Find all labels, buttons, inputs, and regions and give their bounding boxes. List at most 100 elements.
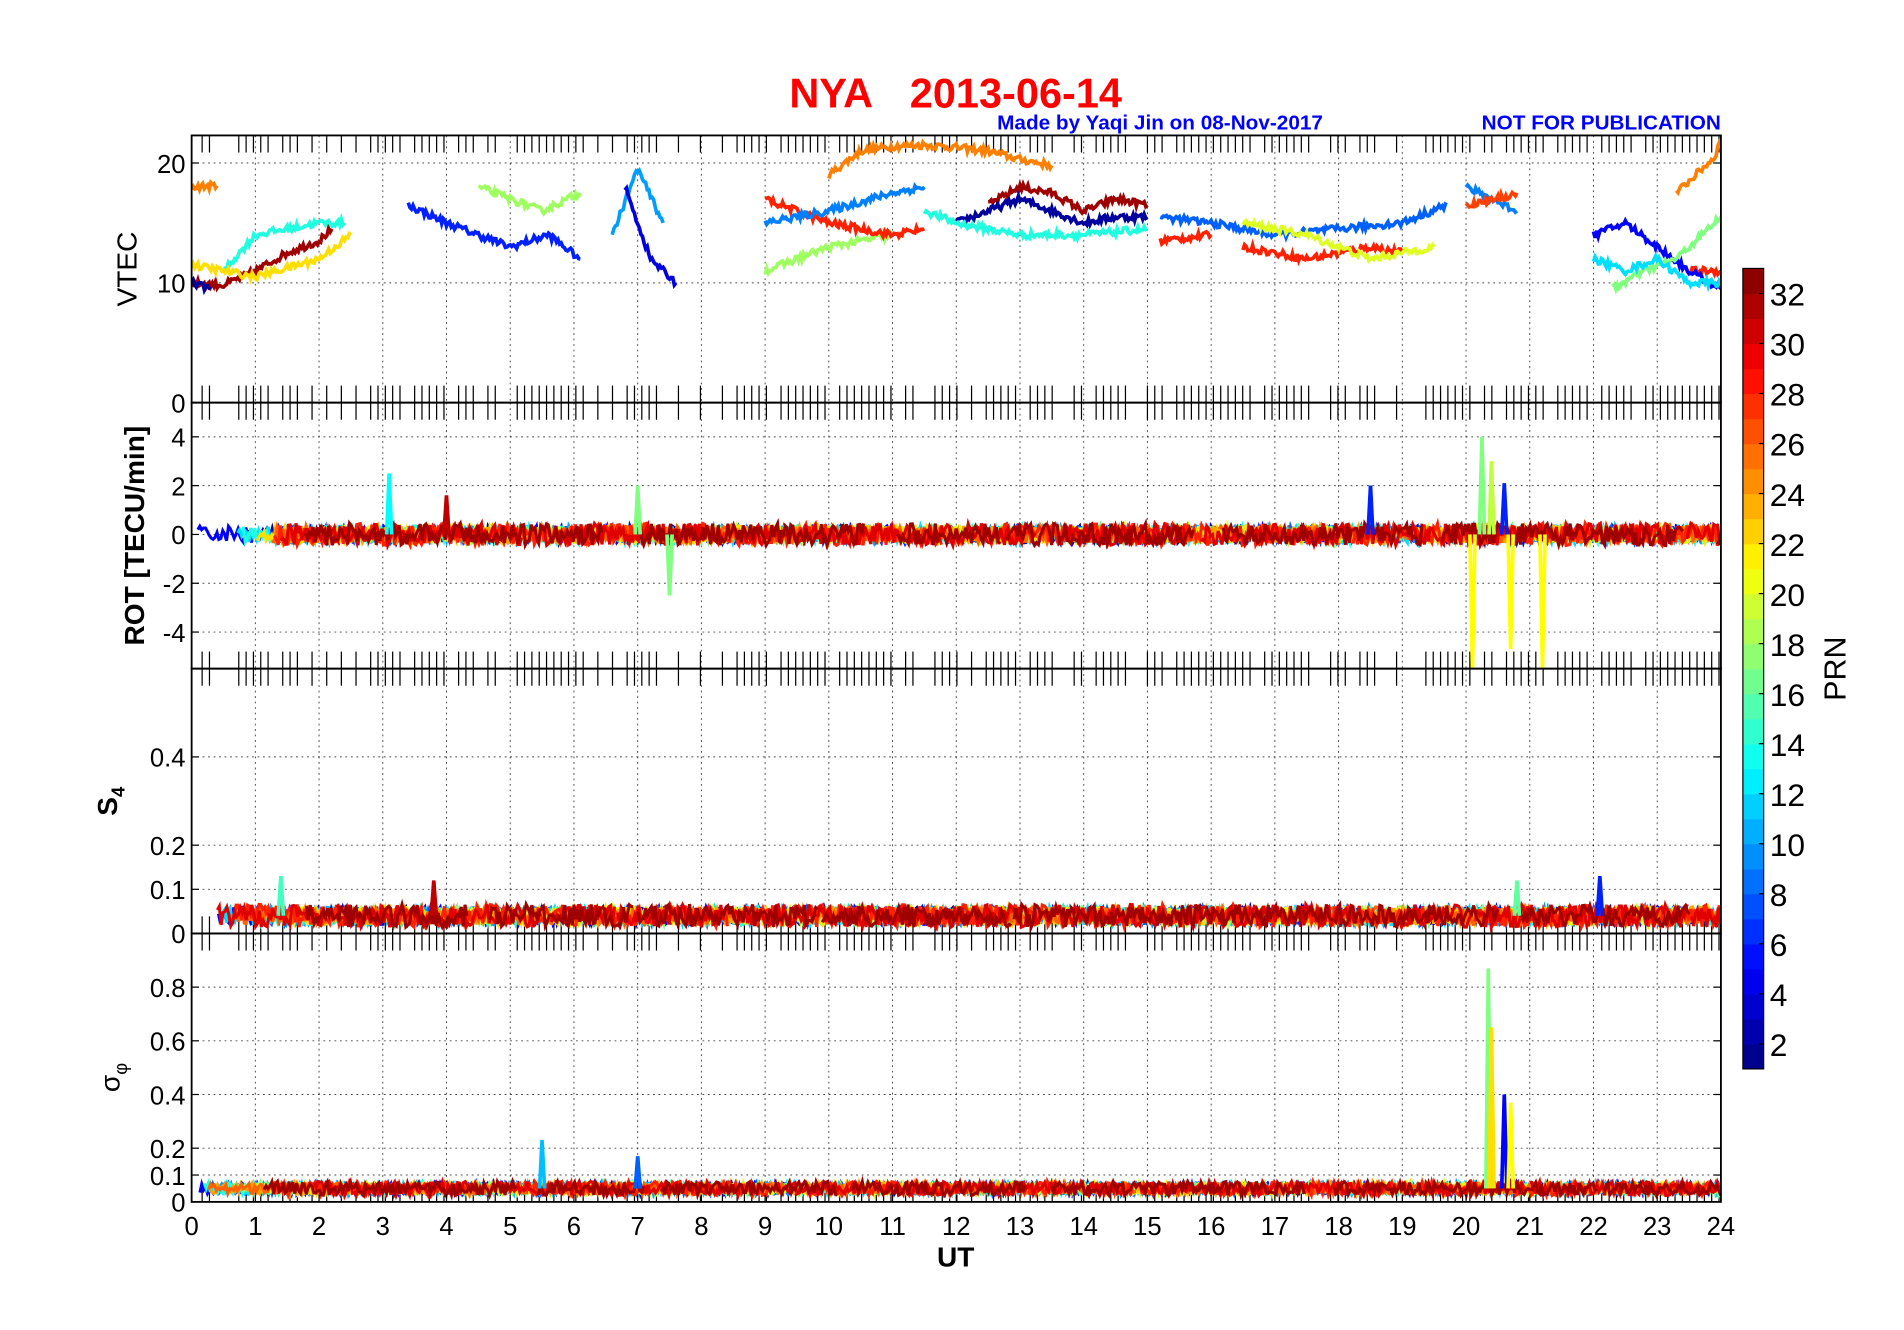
vtec-track-prn-25 xyxy=(827,138,1054,180)
y-tick-label: 0 xyxy=(171,921,185,949)
colorbar-tick-label: 32 xyxy=(1770,277,1805,313)
credit-text: Made by Yaqi Jin on 08-Nov-2017 xyxy=(997,111,1323,134)
s4-series-prn-30 xyxy=(1183,900,1365,933)
rot-series-prn-32 xyxy=(1221,519,1424,549)
rot-series-prn-32 xyxy=(638,517,866,551)
colorbar-tick-label: 4 xyxy=(1770,977,1788,1013)
colorbar-tick-label: 18 xyxy=(1770,627,1805,663)
colorbar-label: PRN xyxy=(1818,636,1852,700)
rot-series-prn-32 xyxy=(1005,518,1195,550)
x-tick-label: 14 xyxy=(1069,1213,1098,1241)
series-group xyxy=(216,875,1721,933)
colorbar-tick-label: 22 xyxy=(1770,527,1805,563)
sigma-phi-series-prn-32 xyxy=(1602,1176,1721,1200)
y-tick-label: 0.6 xyxy=(150,1029,186,1057)
y-tick-label: 0.8 xyxy=(150,975,186,1003)
vtec-track-prn-25 xyxy=(1674,138,1721,197)
station-name: NYA xyxy=(789,69,873,116)
colorbar-tick-label: 20 xyxy=(1770,577,1805,613)
sigma-phi-spike-prn-5 xyxy=(1499,1094,1509,1189)
colorbar-swatch xyxy=(1742,343,1764,370)
x-tick-label: 11 xyxy=(879,1213,906,1241)
x-tick-label: 7 xyxy=(631,1213,645,1241)
vtec-track-prn-9 xyxy=(763,182,926,228)
y-tick-label: 20 xyxy=(157,151,186,179)
y-tick-label: 10 xyxy=(157,271,186,299)
s4-series-prn-30 xyxy=(1690,905,1721,928)
sigma-phi-series-prn-28 xyxy=(500,1176,770,1201)
x-tick-label: 8 xyxy=(694,1213,708,1241)
s4-series-prn-32 xyxy=(820,900,1013,929)
s4-series-prn-32 xyxy=(488,899,634,932)
panel-rot: -4 -2 0 2 4 ROT [TECU/min] xyxy=(119,401,1722,670)
y-axis-label: ROT [TECU/min] xyxy=(119,426,150,646)
sigma-phi-series-prn-32 xyxy=(536,1177,645,1200)
y-tick-label: 0 xyxy=(171,390,185,418)
x-tick-label: 5 xyxy=(503,1213,517,1241)
x-tick-label: 4 xyxy=(439,1213,453,1241)
vtec-track-prn-22 xyxy=(191,230,353,285)
y-tick-label: 0.1 xyxy=(150,1163,186,1191)
colorbar-tick-label: 30 xyxy=(1770,327,1805,363)
rot-spike-prn-19 xyxy=(1487,461,1496,535)
rot-series-prn-32 xyxy=(304,519,604,551)
x-tick-label: 3 xyxy=(376,1213,390,1241)
colorbar-tick-label: 16 xyxy=(1770,677,1805,713)
y-tick-label: 0 xyxy=(171,522,185,550)
x-tick-label: 17 xyxy=(1261,1213,1290,1241)
colorbar-swatch xyxy=(1742,643,1764,670)
vtec-track-prn-4 xyxy=(623,183,678,290)
colorbar-swatch xyxy=(1742,518,1764,545)
s4-spike-prn-16 xyxy=(1512,880,1522,916)
colorbar-tick-label: 6 xyxy=(1770,927,1788,963)
rot-spike-prn-17 xyxy=(1477,436,1487,535)
rot-spike-prn-21 xyxy=(1468,534,1477,669)
date: 2013-06-14 xyxy=(910,69,1122,116)
vtec-track-prn-27 xyxy=(1464,187,1519,210)
colorbar-swatch xyxy=(1742,568,1764,595)
colorbar-swatch xyxy=(1742,268,1764,295)
rot-spike-prn-21 xyxy=(1538,534,1547,669)
vtec-track-prn-14 xyxy=(922,208,1149,244)
vtec-track-prn-20 xyxy=(1241,217,1436,265)
y-tick-label: 0.4 xyxy=(150,1082,186,1110)
vtec-track-prn-28 xyxy=(1158,226,1213,248)
colorbar-swatch xyxy=(1742,768,1764,795)
colorbar-swatch xyxy=(1742,893,1764,920)
x-tick-label: 10 xyxy=(815,1213,844,1241)
colorbar-swatch xyxy=(1742,493,1764,520)
x-tick-label: 6 xyxy=(567,1213,581,1241)
x-tick-label: 12 xyxy=(942,1213,971,1241)
x-tick-label: 13 xyxy=(1006,1213,1035,1241)
colorbar-swatch xyxy=(1742,818,1764,845)
panel-sigma-phi: 00.10.2 0.4 0.6 0.8 σφ xyxy=(95,932,1722,1218)
rot-series-prn-32 xyxy=(895,522,1002,549)
x-tick-label: 21 xyxy=(1516,1213,1545,1241)
sigma-phi-series-prn-32 xyxy=(660,1176,838,1201)
x-tick-label: 0 xyxy=(184,1213,198,1241)
x-tick-label: 2 xyxy=(312,1213,326,1241)
sigma-phi-spike-prn-22 xyxy=(1487,1027,1496,1189)
x-tick-label: 20 xyxy=(1452,1213,1481,1241)
y-tick-label: -2 xyxy=(163,571,186,599)
sigma-phi-spike-prn-11 xyxy=(537,1140,547,1189)
sigma-phi-spike-prn-8 xyxy=(633,1156,642,1189)
vtec-track-prn-32 xyxy=(191,223,334,293)
x-tick-label: 1 xyxy=(248,1213,262,1241)
colorbar-swatch xyxy=(1742,593,1764,620)
y-axis-label: VTEC xyxy=(112,232,143,307)
y-axis-label-sub: φ xyxy=(110,1063,131,1075)
vtec-track-prn-25 xyxy=(191,178,219,196)
rot-spike-prn-6 xyxy=(1366,485,1375,535)
y-tick-label: 0.1 xyxy=(150,877,186,905)
colorbar-tick-label: 14 xyxy=(1770,727,1805,763)
colorbar-swatch xyxy=(1742,318,1764,345)
colorbar-swatch xyxy=(1742,718,1764,745)
s4-spike-prn-31 xyxy=(429,880,439,916)
vtec-track-prn-28 xyxy=(1241,238,1405,267)
colorbar-swatch xyxy=(1742,468,1764,495)
colorbar-swatch xyxy=(1742,793,1764,820)
